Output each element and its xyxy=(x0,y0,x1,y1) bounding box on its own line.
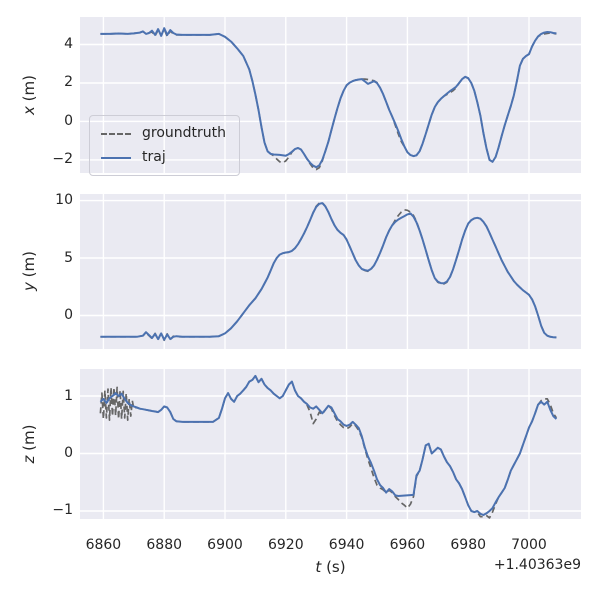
legend-item-traj: traj xyxy=(101,149,226,166)
x-axis-label: t (s) xyxy=(270,558,391,576)
groundtruth-line-sample-icon xyxy=(101,132,131,135)
y-tick-label: 1 xyxy=(64,387,73,404)
x-tick-label: 6960 xyxy=(389,537,426,553)
y-tick-label: 0 xyxy=(64,444,73,461)
y-axis-label-y: y (m) xyxy=(18,231,40,311)
traj-line xyxy=(99,374,558,516)
y-tick-label: 0 xyxy=(64,112,73,129)
legend: groundtruth traj xyxy=(89,115,241,176)
x-tick-label: 6940 xyxy=(328,537,365,553)
y-tick-label: 4 xyxy=(64,36,73,52)
traj-line xyxy=(100,27,557,169)
legend-item-groundtruth: groundtruth xyxy=(101,125,226,142)
plot-background xyxy=(80,369,581,519)
y-tick-label: −2 xyxy=(52,151,73,168)
legend-label-groundtruth: groundtruth xyxy=(142,125,227,141)
y-tick-label: 0 xyxy=(64,307,73,324)
x-tick-label: 7000 xyxy=(511,537,547,553)
x-axis-label-unit: (s) xyxy=(321,558,346,576)
x-axis-label-var: t xyxy=(315,558,322,576)
legend-label-traj: traj xyxy=(142,149,166,165)
x-tick-label: 6880 xyxy=(146,537,183,553)
subplot-x-plot-area xyxy=(80,17,581,173)
subplot-y-plot-area xyxy=(80,194,581,349)
y-axis-label-y-var: y xyxy=(20,282,38,291)
y-tick-label: −1 xyxy=(52,502,73,519)
x-tick-label: 6920 xyxy=(267,537,304,553)
x-tick-label: 6900 xyxy=(207,537,243,553)
x-tick-label: 6980 xyxy=(450,537,487,553)
subplot-z-plot-area xyxy=(80,369,581,519)
y-tick-label: 5 xyxy=(64,249,73,266)
x-tick-label: 6860 xyxy=(85,537,122,553)
traj-line xyxy=(100,202,557,341)
traj-line-sample-icon xyxy=(101,156,131,159)
y-tick-label: 2 xyxy=(64,74,73,91)
x-axis-offset-text: +1.40363e9 xyxy=(493,557,581,573)
y-tick-label: 10 xyxy=(55,192,73,209)
